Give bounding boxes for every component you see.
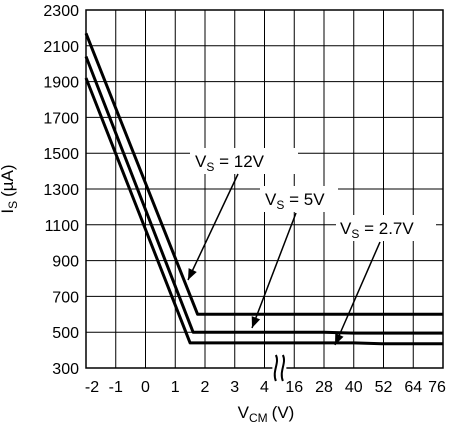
series-label-3: VS = 2.7V <box>340 219 414 241</box>
x-axis-title: VCM (V) <box>238 403 295 425</box>
x-tick-label: 16 <box>285 379 303 396</box>
y-tick-labels: 300 500 700 900 1100 1300 1500 1700 1900 2100 2300 <box>43 3 79 378</box>
y-tick-label: 900 <box>52 254 79 271</box>
y-tick-label: 1300 <box>43 182 79 199</box>
x-axis-title-sub: CM <box>249 411 268 425</box>
x-axis-title-main: V <box>238 403 250 422</box>
x-tick-label: 4 <box>260 379 269 396</box>
series-label-2: VS = 5V <box>265 190 325 212</box>
x-tick-label: 52 <box>375 379 393 396</box>
y-tick-label: 2100 <box>43 39 79 56</box>
axis-break-stroke <box>273 354 278 382</box>
series-label-1: VS = 12V <box>195 152 265 174</box>
y-tick-label: 1900 <box>43 75 79 92</box>
y-tick-label: 700 <box>52 289 79 306</box>
annotation-background <box>336 215 436 241</box>
series-line-3 <box>84 77 443 346</box>
x-tick-label: 3 <box>230 379 239 396</box>
x-tick-label: 2 <box>201 379 210 396</box>
y-tick-label: 2300 <box>43 3 79 20</box>
x-axis-break-mark <box>272 352 287 384</box>
axis-break-stroke <box>280 354 285 382</box>
x-tick-label: 64 <box>404 379 422 396</box>
x-axis-title-unit: (V) <box>272 403 295 422</box>
annotation-arrowhead-1 <box>188 268 197 280</box>
y-tick-label: 300 <box>52 361 79 378</box>
x-tick-labels: -2 -1 0 1 2 3 4 16 28 40 52 64 76 <box>85 379 446 396</box>
series-line-2 <box>84 55 443 335</box>
x-tick-label: 28 <box>315 379 333 396</box>
annotation-arrow-3 <box>334 241 381 346</box>
x-tick-label: 40 <box>345 379 363 396</box>
y-tick-label: 1500 <box>43 146 79 163</box>
y-axis-title-sub: S <box>6 201 20 209</box>
series-lines <box>84 32 443 346</box>
annotation-arrow-1 <box>187 173 239 281</box>
y-axis-title: IS (µA) <box>0 164 20 213</box>
x-tick-label: 76 <box>428 379 446 396</box>
annotation-background <box>190 148 298 174</box>
x-tick-label: -2 <box>85 379 99 396</box>
annotation-background <box>260 186 338 212</box>
annotation-arrow-2 <box>251 212 297 329</box>
series-line-1 <box>84 32 443 316</box>
y-axis-title-unit: (µA) <box>0 164 17 196</box>
annotation-arrowhead-2 <box>251 316 261 328</box>
x-tick-label: 1 <box>171 379 180 396</box>
x-tick-label: 0 <box>141 379 150 396</box>
annotation-arrowhead-3 <box>335 333 344 345</box>
x-tick-label: -1 <box>109 379 123 396</box>
y-axis-title-main: I <box>0 209 17 214</box>
plot-frame <box>85 9 444 369</box>
y-tick-label: 1700 <box>43 110 79 127</box>
y-tick-label: 1100 <box>45 218 80 235</box>
y-tick-label: 500 <box>52 325 79 342</box>
